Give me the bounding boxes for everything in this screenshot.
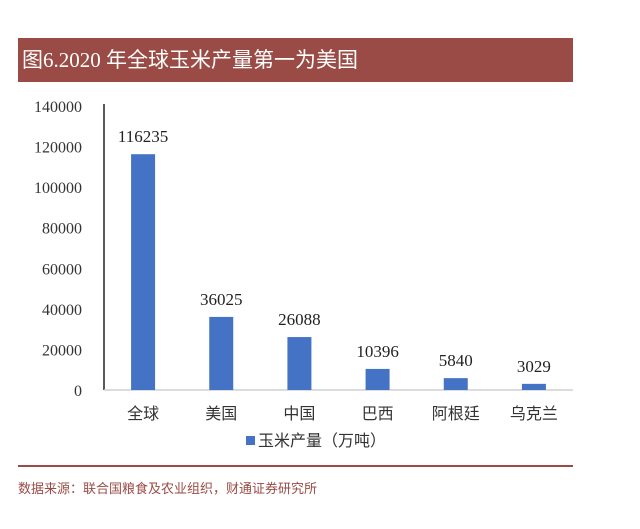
category-label: 中国 [283, 404, 315, 423]
data-label: 5840 [439, 351, 473, 370]
y-tick-label: 80000 [42, 221, 82, 238]
legend-label: 玉米产量（万吨） [258, 431, 386, 450]
data-label: 36025 [200, 290, 243, 309]
bar [521, 383, 546, 390]
legend-swatch [246, 436, 255, 445]
category-label: 阿根廷 [432, 404, 480, 423]
bar [443, 378, 468, 390]
category-label: 美国 [205, 404, 237, 423]
y-tick-label: 100000 [34, 180, 82, 197]
bar [131, 154, 156, 390]
bar-chart: 0 20000 40000 60000 80000 100000 120000 140000 1… [34, 99, 573, 450]
bar [209, 316, 234, 390]
y-tick-label: 40000 [42, 302, 82, 319]
category-label: 全球 [127, 404, 159, 423]
data-label: 26088 [278, 310, 321, 329]
y-tick-label: 60000 [42, 261, 82, 278]
y-tick-label: 0 [74, 383, 82, 400]
divider [18, 465, 573, 467]
bar [365, 368, 390, 390]
y-tick-label: 140000 [34, 99, 82, 116]
source-note: 数据来源：联合国粮食及农业组织，财通证券研究所 [18, 482, 318, 497]
data-label: 3029 [517, 357, 551, 376]
category-label: 巴西 [362, 404, 394, 423]
data-label: 10396 [356, 342, 399, 361]
category-label: 乌克兰 [510, 404, 558, 423]
bar [287, 337, 312, 390]
data-label: 116235 [118, 127, 168, 146]
y-tick-label: 20000 [42, 342, 82, 359]
y-tick-label: 120000 [34, 140, 82, 157]
chart-title: 图6.2020 年全球玉米产量第一为美国 [18, 38, 573, 82]
